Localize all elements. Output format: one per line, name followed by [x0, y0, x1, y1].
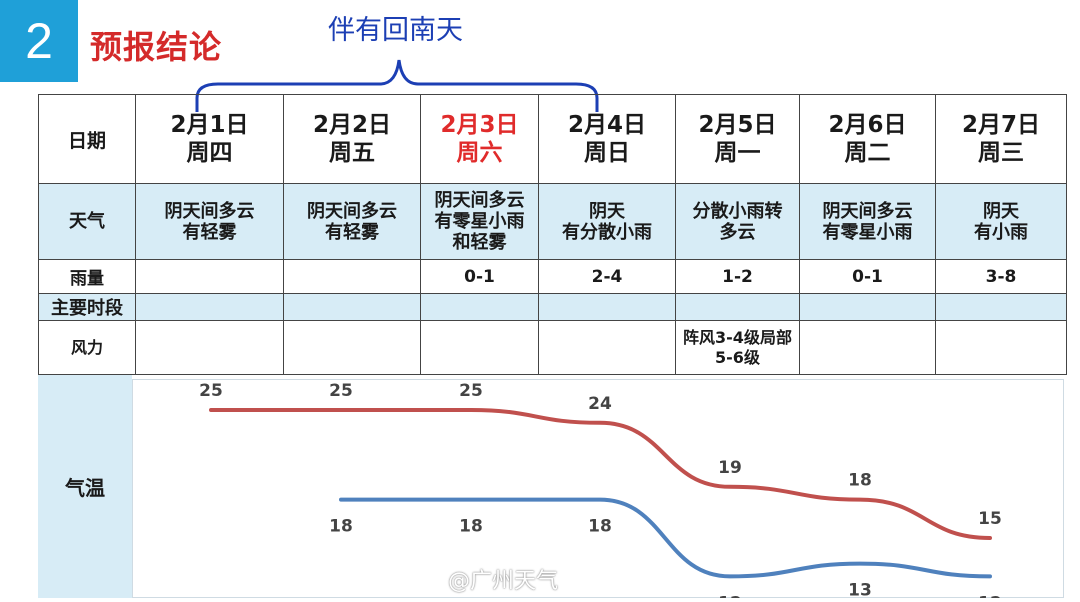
high-temperature-label: 24: [588, 394, 612, 414]
period-cell: [135, 293, 284, 321]
date-text: 2月7日: [961, 112, 1040, 138]
row-label-period: 主要时段: [38, 293, 136, 321]
page-title: 预报结论: [90, 28, 223, 66]
date-cell: 2月5日 周一: [675, 94, 800, 184]
date-text: 2月1日: [170, 112, 249, 138]
date-text: 2月3日: [440, 112, 519, 138]
row-label-temp: 气温: [38, 375, 132, 598]
section-number: 2: [0, 0, 78, 82]
date-cell: 2月6日 周二: [799, 94, 936, 184]
date-text: 2月6日: [828, 112, 907, 138]
row-label-date: 日期: [38, 94, 136, 184]
weather-cell: 阴天间多云 有零星小雨: [799, 183, 936, 260]
period-row: 主要时段: [38, 293, 1067, 321]
wind-cell: [799, 320, 936, 375]
period-cell: [675, 293, 800, 321]
high-temperature-label: 15: [978, 509, 1002, 529]
low-temperature-label: 12: [978, 593, 1002, 598]
weekday-text: 周五: [329, 140, 375, 166]
date-text: 2月4日: [567, 112, 646, 138]
high-temperature-line: [209, 408, 992, 540]
temperature-chart: 25 25 25 24 19 18 15 18 18 18 12 13 12: [199, 381, 1002, 598]
brace-annotation: [195, 59, 599, 112]
weekday-text: 周日: [584, 140, 630, 166]
wind-cell: [135, 320, 284, 375]
weekday-text: 周二: [844, 140, 891, 166]
weekday-text: 周四: [186, 140, 233, 166]
weather-cell: 阴天间多云 有轻雾: [283, 183, 421, 260]
wind-row: 风力 阵风3-4级局部 5-6级: [38, 320, 1067, 375]
date-cell: 2月4日 周日: [538, 94, 676, 184]
period-cell: [799, 293, 936, 321]
rain-cell: 1-2: [675, 259, 800, 294]
row-label-weather: 天气: [38, 183, 136, 260]
period-cell: [420, 293, 539, 321]
row-label-wind: 风力: [38, 320, 136, 375]
weather-row: 天气 阴天间多云 有轻雾 阴天间多云 有轻雾 阴天间多云 有零星小雨 和轻雾 阴天 有分散…: [38, 183, 1067, 260]
wind-cell: 阵风3-4级局部 5-6级: [675, 320, 800, 375]
rain-cell: 0-1: [420, 259, 539, 294]
date-row: 日期 2月1日 周四 2月2日 周五 2月3日 周六 2月4日 周日 2月5日 周一 2月…: [38, 94, 1067, 184]
high-temperature-label: 25: [459, 381, 483, 401]
temperature-chart-frame: [132, 379, 1064, 598]
wind-cell: [420, 320, 539, 375]
date-text: 2月2日: [312, 112, 391, 138]
date-cell: 2月2日 周五: [283, 94, 421, 184]
low-temperature-label: 18: [588, 517, 612, 537]
high-temperature-label: 25: [199, 381, 223, 401]
wind-cell: [538, 320, 676, 375]
date-cell: 2月3日 周六: [420, 94, 539, 184]
weather-cell: 阴天间多云 有零星小雨 和轻雾: [420, 183, 539, 260]
watermark: @广州天气: [448, 569, 559, 594]
weekday-text: 周六: [456, 140, 503, 166]
low-temperature-line: [339, 497, 992, 579]
row-label-rain: 雨量: [38, 259, 136, 294]
rain-cell: 0-1: [799, 259, 936, 294]
date-cell: 2月1日 周四: [135, 94, 284, 184]
low-temperature-label: 18: [329, 517, 353, 537]
weather-cell: 分散小雨转 多云: [675, 183, 800, 260]
wind-cell: [935, 320, 1067, 375]
rain-cell: 2-4: [538, 259, 676, 294]
weather-cell: 阴天间多云 有轻雾: [135, 183, 284, 260]
low-temperature-label: 13: [848, 581, 872, 598]
high-temperature-label: 19: [718, 458, 742, 478]
temperature-section: 气温 25 25 25 24 19 18 15 18 18 18 12 13 12: [38, 375, 1066, 598]
low-temperature-label: 12: [718, 593, 742, 598]
rain-row: 雨量 0-1 2-4 1-2 0-1 3-8: [38, 259, 1067, 294]
high-temperature-label: 25: [329, 381, 353, 401]
wind-cell: [283, 320, 421, 375]
rain-cell: [283, 259, 421, 294]
weather-cell: 阴天 有分散小雨: [538, 183, 676, 260]
weather-cell: 阴天 有小雨: [935, 183, 1067, 260]
weekday-text: 周三: [978, 140, 1024, 166]
rain-cell: [135, 259, 284, 294]
period-cell: [935, 293, 1067, 321]
brace-label: 伴有回南天: [328, 15, 463, 46]
forecast-table: 日期 2月1日 周四 2月2日 周五 2月3日 周六 2月4日 周日 2月5日 周一 2月…: [38, 94, 1067, 375]
rain-cell: 3-8: [935, 259, 1067, 294]
low-temperature-label: 18: [459, 517, 483, 537]
period-cell: [283, 293, 421, 321]
high-temperature-label: 18: [848, 471, 872, 491]
date-text: 2月5日: [698, 112, 777, 138]
weekday-text: 周一: [714, 140, 761, 166]
date-cell: 2月7日 周三: [935, 94, 1067, 184]
period-cell: [538, 293, 676, 321]
